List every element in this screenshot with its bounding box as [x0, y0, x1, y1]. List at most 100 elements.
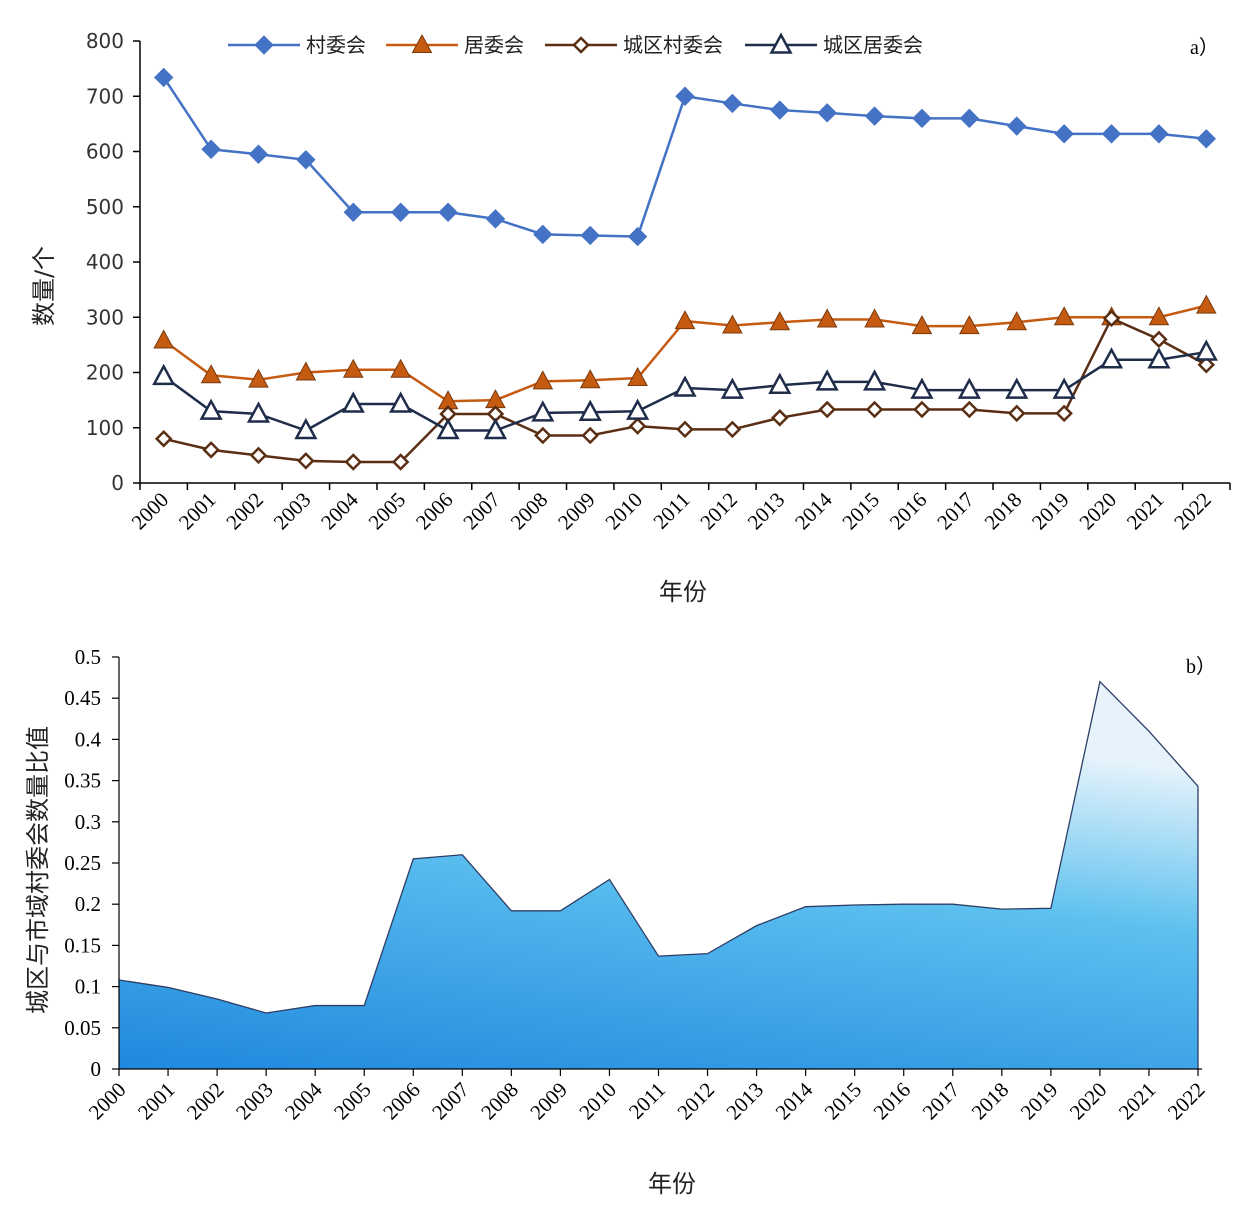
chart-a-data-point [1099, 347, 1124, 369]
chart-a-x-tick-label: 2004 [316, 487, 363, 534]
chart-a-y-axis-title: 数量/个 [30, 246, 58, 326]
chart-a-y-tick-label: 300 [86, 305, 124, 329]
chart-a-data-point [248, 368, 269, 388]
chart-a-x-tick-label: 2001 [174, 488, 221, 535]
chart-a-legend-marker [254, 35, 274, 55]
chart-a-legend-marker [411, 33, 433, 53]
chart-a-data-point [153, 329, 175, 349]
chart-a-x-tick-label: 2002 [221, 488, 268, 535]
chart-a-data-point [770, 100, 790, 120]
chart-a-data-point [343, 202, 363, 222]
chart-a-x-tick-label: 2014 [790, 487, 837, 534]
chart-b-x-tick-label: 2011 [624, 1078, 670, 1124]
chart-a-x-tick-label: 2017 [932, 488, 979, 535]
chart-a-data-point [627, 366, 648, 387]
chart-a-x-tick-label: 2020 [1074, 488, 1121, 535]
chart-a-data-point [913, 400, 931, 419]
chart-a-data-point [485, 209, 506, 229]
chart-a-data-point [1196, 129, 1217, 149]
chart-b-x-tick-label: 2017 [918, 1078, 965, 1125]
chart-b-x-tick-label: 2008 [476, 1078, 523, 1125]
chart-a-data-point [341, 391, 365, 413]
chart-a-data-point [818, 400, 836, 419]
chart-a-data-point [673, 375, 697, 397]
chart-a-legend-item: 村委会 [228, 33, 366, 57]
chart-a-data-point [295, 361, 317, 381]
chart-a-data-point [722, 314, 743, 334]
chart-b-y-tick-label: 0.35 [64, 769, 101, 793]
chart-b-y-tick-label: 0.4 [75, 727, 102, 751]
chart-a-data-point [957, 377, 981, 399]
chart-b-x-tick-label: 2013 [721, 1078, 768, 1125]
chart-a-series-group [152, 67, 1218, 471]
chart-a-data-point [201, 139, 221, 159]
chart-a-x-tick-label: 2012 [695, 488, 742, 535]
chart-a-data-point [1101, 124, 1122, 144]
chart-b-panel-label: b） [1186, 655, 1216, 678]
chart-a-data-point [720, 377, 744, 399]
chart-a-data-point [674, 310, 696, 330]
chart-a-data-point [249, 446, 268, 465]
chart-a-data-point [344, 453, 363, 471]
chart-a-data-point [816, 308, 838, 328]
chart-b-area-group [118, 680, 1199, 1069]
chart-a-x-tick-label: 2000 [127, 488, 174, 535]
chart-a-data-point [485, 389, 506, 409]
chart-a-data-point [297, 452, 315, 470]
chart-a-legend-item: 城区居委会 [745, 32, 923, 57]
chart-a-data-point [1007, 404, 1026, 423]
chart-a-data-point [722, 93, 743, 114]
chart-a-data-point [675, 86, 695, 106]
chart-a-legend-marker [769, 32, 793, 54]
chart-a-data-point [246, 401, 271, 423]
chart-a-series-1 [153, 67, 1217, 247]
chart-a-data-point [199, 398, 223, 420]
chart-b-y-tick-label: 0.1 [75, 975, 101, 999]
chart-b-x-tick-label: 2001 [133, 1078, 180, 1125]
chart-b-x-tick-label: 2016 [869, 1078, 916, 1125]
chart-a-data-point [202, 441, 220, 459]
chart-a-data-point [1195, 294, 1217, 314]
chart-b-x-tick-label: 2006 [378, 1078, 425, 1125]
chart-a-data-point [1148, 306, 1170, 326]
chart-a-x-tick-label: 2019 [1027, 488, 1074, 535]
chart-a-data-point [390, 202, 411, 222]
chart-a-data-point [960, 400, 979, 419]
chart-a-data-point [389, 391, 413, 413]
chart-b-x-tick-label: 2004 [280, 1077, 327, 1124]
chart-b-x-tick-label: 2012 [672, 1078, 719, 1125]
chart-a-data-point [342, 358, 364, 378]
chart-a-x-tick-label: 2010 [600, 488, 647, 535]
chart-a-data-point [483, 417, 508, 440]
chart-a-x-axis-title: 年份 [659, 578, 707, 606]
chart-b-x-tick-label: 2002 [182, 1078, 229, 1125]
chart-b-y-tick-label: 0.15 [64, 933, 101, 957]
chart-a-legend-label: 居委会 [464, 33, 524, 57]
chart-a-data-point [153, 67, 174, 88]
chart-b-x-axis-title: 年份 [648, 1170, 696, 1198]
chart-a-data-point [154, 430, 173, 448]
chart-a-data-point [294, 417, 318, 440]
chart-a-data-point [769, 311, 791, 331]
chart-b-x-tick-label: 2005 [329, 1078, 376, 1125]
chart-a-x-tick-label: 2022 [1169, 488, 1216, 535]
chart-a-data-point [390, 358, 411, 378]
chart-b-y-tick-label: 0.3 [75, 810, 101, 834]
chart-a-data-point [864, 308, 885, 328]
chart-b-x-tick-label: 2010 [574, 1078, 621, 1125]
chart-a-data-point [626, 398, 650, 420]
chart-a-data-point [1054, 124, 1074, 144]
chart-a-series-4 [152, 339, 1218, 440]
chart-a-x-tick-label: 2006 [411, 488, 458, 535]
chart-a-legend-marker [572, 36, 590, 54]
chart-a-data-point [1150, 330, 1168, 349]
chart-a-data-point [862, 369, 887, 391]
chart-a-data-point [532, 370, 554, 390]
chart-a-data-point [438, 202, 458, 222]
chart-a-data-point [912, 108, 932, 129]
chart-a-x-tick-label: 2005 [364, 488, 411, 535]
chart-b-area-chart: 0 0.05 0.1 0.15 0.2 0.25 0.3 0.35 0.4 0.45 0.5 2000… [24, 645, 1216, 1198]
chart-a-data-point [959, 315, 980, 335]
